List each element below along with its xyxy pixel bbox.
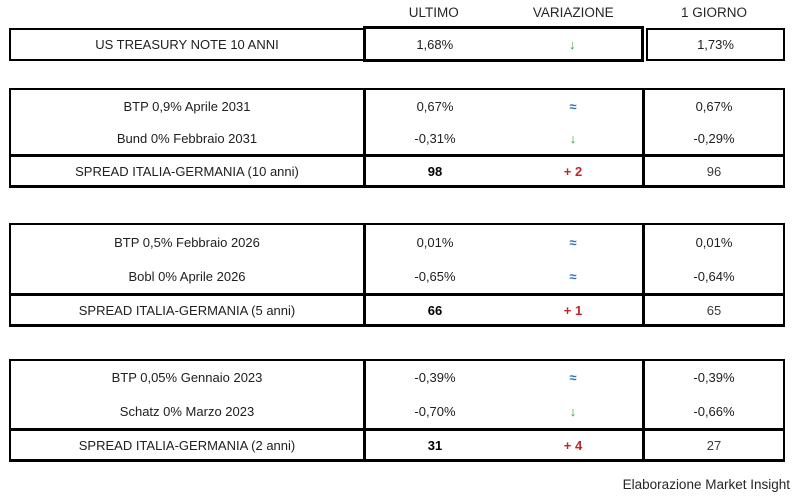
spread-giorno-value: 27: [706, 437, 722, 453]
variation-unchanged-icon: ≈: [569, 98, 577, 114]
variation-unchanged-icon: ≈: [569, 370, 577, 386]
ultimo-value: 0,01%: [416, 234, 454, 250]
variation-unchanged-icon: ≈: [569, 234, 577, 250]
table-row: BTP 0,9% Aprile 2031 0,67% ≈ 0,67%: [11, 90, 783, 122]
spread-label: SPREAD ITALIA-GERMANIA (10 anni): [11, 157, 366, 185]
variation-down-arrow-icon: ↓: [569, 36, 576, 52]
ultimo-value: -0,65%: [414, 268, 456, 284]
ultimo-variazione-cells: -0,39% ≈: [366, 361, 645, 395]
ultimo-value: -0,70%: [414, 403, 456, 419]
spread-variation-value: + 2: [563, 163, 583, 179]
spread-row: SPREAD ITALIA-GERMANIA (5 anni) 66 + 1 6…: [11, 293, 783, 324]
variation-unchanged-icon: ≈: [569, 268, 577, 284]
spread-giorno-value: 96: [706, 163, 722, 179]
spread-ultimo-value: 66: [427, 302, 443, 318]
ultimo-value: -0,31%: [414, 130, 456, 146]
table-row: BTP 0,05% Gennaio 2023 -0,39% ≈ -0,39%: [11, 361, 783, 395]
table-row: Schatz 0% Marzo 2023 -0,70% ↓ -0,66%: [11, 394, 783, 428]
column-headers: ULTIMO VARIAZIONE 1 GIORNO: [9, 5, 785, 20]
giorno-value: -0,29%: [693, 130, 735, 146]
spread-row: SPREAD ITALIA-GERMANIA (2 anni) 31 + 4 2…: [11, 428, 783, 459]
spread-label: SPREAD ITALIA-GERMANIA (5 anni): [11, 296, 366, 324]
instrument-label: Schatz 0% Marzo 2023: [11, 394, 366, 428]
ultimo-variazione-cells: 0,01% ≈: [366, 225, 645, 259]
column-header-ultimo: ULTIMO: [408, 5, 459, 20]
instrument-label: US TREASURY NOTE 10 ANNI: [9, 28, 365, 61]
giorno-value: 0,67%: [695, 98, 733, 114]
spread-ultimo-value: 31: [427, 437, 443, 453]
giorno-value: -0,66%: [693, 403, 735, 419]
ultimo-variazione-cells: -0,70% ↓: [366, 394, 645, 428]
ultimo-variazione-cells: -0,31% ↓: [366, 122, 645, 154]
column-header-variazione: VARIAZIONE: [532, 5, 614, 20]
spread-giorno-value: 65: [706, 302, 722, 318]
spread-label: SPREAD ITALIA-GERMANIA (2 anni): [11, 431, 366, 459]
ultimo-variazione-cells: 31 + 4: [366, 431, 645, 459]
table-block-5-anni: BTP 0,5% Febbraio 2026 0,01% ≈ 0,01% Bob…: [9, 223, 785, 327]
source-credit-text: Elaborazione Market Insight: [622, 477, 790, 492]
ultimo-variazione-cells: 0,67% ≈: [366, 90, 645, 122]
instrument-label: Bund 0% Febbraio 2031: [11, 122, 366, 154]
table-block-2-anni: BTP 0,05% Gennaio 2023 -0,39% ≈ -0,39% S…: [9, 359, 785, 462]
table-row: BTP 0,5% Febbraio 2026 0,01% ≈ 0,01%: [11, 225, 783, 259]
table-row: Bobl 0% Aprile 2026 -0,65% ≈ -0,64%: [11, 259, 783, 293]
ultimo-variazione-box: 1,68% ↓: [363, 26, 644, 62]
instrument-label: BTP 0,05% Gennaio 2023: [11, 361, 366, 395]
instrument-label: Bobl 0% Aprile 2026: [11, 259, 366, 293]
variation-down-arrow-icon: ↓: [569, 403, 577, 419]
ultimo-value: -0,39%: [414, 370, 456, 386]
table-row: Bund 0% Febbraio 2031 -0,31% ↓ -0,29%: [11, 122, 783, 154]
ultimo-variazione-cells: -0,65% ≈: [366, 259, 645, 293]
giorno-value: 1,73%: [646, 28, 785, 61]
header-spacer: [9, 5, 364, 20]
variation-down-arrow-icon: ↓: [569, 130, 577, 146]
spread-variation-value: + 1: [563, 302, 583, 318]
table-block-10-anni: BTP 0,9% Aprile 2031 0,67% ≈ 0,67% Bund …: [9, 88, 785, 188]
ultimo-value: 0,67%: [416, 98, 454, 114]
ultimo-variazione-cells: 98 + 2: [366, 157, 645, 185]
giorno-value: -0,39%: [693, 370, 735, 386]
column-header-1giorno: 1 GIORNO: [680, 5, 747, 20]
spread-row: SPREAD ITALIA-GERMANIA (10 anni) 98 + 2 …: [11, 154, 783, 185]
instrument-label: BTP 0,9% Aprile 2031: [11, 90, 366, 122]
header-mid-group: ULTIMO VARIAZIONE: [364, 5, 643, 20]
spread-variation-value: + 4: [563, 437, 583, 453]
giorno-value: 0,01%: [695, 234, 733, 250]
ultimo-value: 1,68%: [416, 36, 454, 52]
spread-ultimo-value: 98: [427, 163, 443, 179]
instrument-label: BTP 0,5% Febbraio 2026: [11, 225, 366, 259]
giorno-value: -0,64%: [693, 268, 735, 284]
ultimo-variazione-cells: 66 + 1: [366, 296, 645, 324]
